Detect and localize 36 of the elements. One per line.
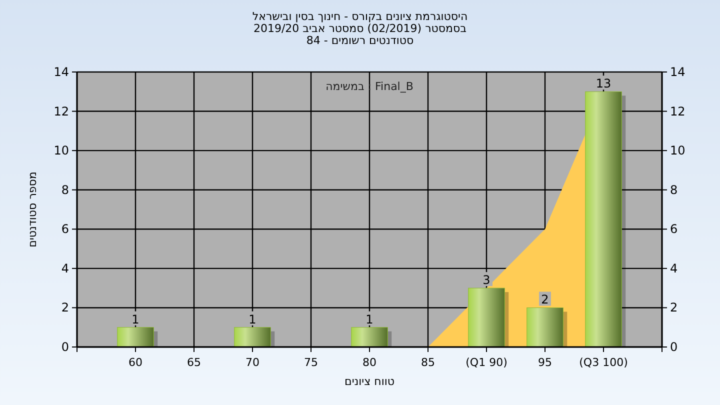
x-tick-label: (Q3 100) (579, 356, 628, 369)
x-tick-label: 70 (246, 356, 260, 369)
annotation: Final_B : במשימה (326, 80, 414, 93)
y-tick-label: 0 (61, 340, 69, 354)
x-tick-label: 60 (128, 356, 142, 369)
y-tick-label: 10 (54, 144, 69, 158)
data-label: 1 (132, 312, 140, 326)
y2-tick-label: 4 (670, 261, 678, 276)
x-tick-label: (Q1 90) (466, 356, 508, 369)
chart-title: היסטוגרמת ציונים בקורס - חינוך בסין ובישראל (252, 10, 468, 23)
y2-tick-label: 12 (670, 104, 686, 118)
y2-tick-label: 2 (670, 300, 678, 315)
y-tick-label: 6 (61, 222, 69, 236)
y-tick-label: 4 (61, 261, 69, 276)
y-tick-label: 8 (61, 182, 69, 197)
data-label: 1 (366, 312, 374, 326)
y2-tick-label: 0 (670, 340, 678, 354)
data-label: 2 (541, 292, 549, 307)
y-tick-label: 12 (54, 104, 69, 118)
y2-tick-label: 8 (670, 182, 678, 197)
y2-tick-label: 6 (670, 222, 678, 236)
x-tick-label: 95 (538, 356, 552, 369)
y-tick-label: 2 (61, 300, 69, 315)
y-tick-label: 14 (54, 65, 69, 79)
y2-tick-label: 14 (670, 65, 686, 79)
data-label: 1 (248, 312, 256, 326)
y2-tick-label: 10 (670, 144, 686, 158)
x-axis-title: טווח ציונים (344, 375, 394, 388)
y-axis-title: מספר סטודנטים (26, 172, 39, 248)
x-tick-label: 65 (187, 356, 201, 369)
x-tick-label: 85 (421, 356, 435, 369)
x-tick-label: 75 (304, 356, 318, 369)
data-label: 3 (482, 273, 490, 288)
chart-subtitle: בסמסטר (02/2019) סמסטר אביב 2019/20 סטודנטים רשומים - 84 (253, 22, 467, 47)
data-label: 13 (596, 76, 612, 91)
x-tick-label: 80 (362, 356, 376, 369)
